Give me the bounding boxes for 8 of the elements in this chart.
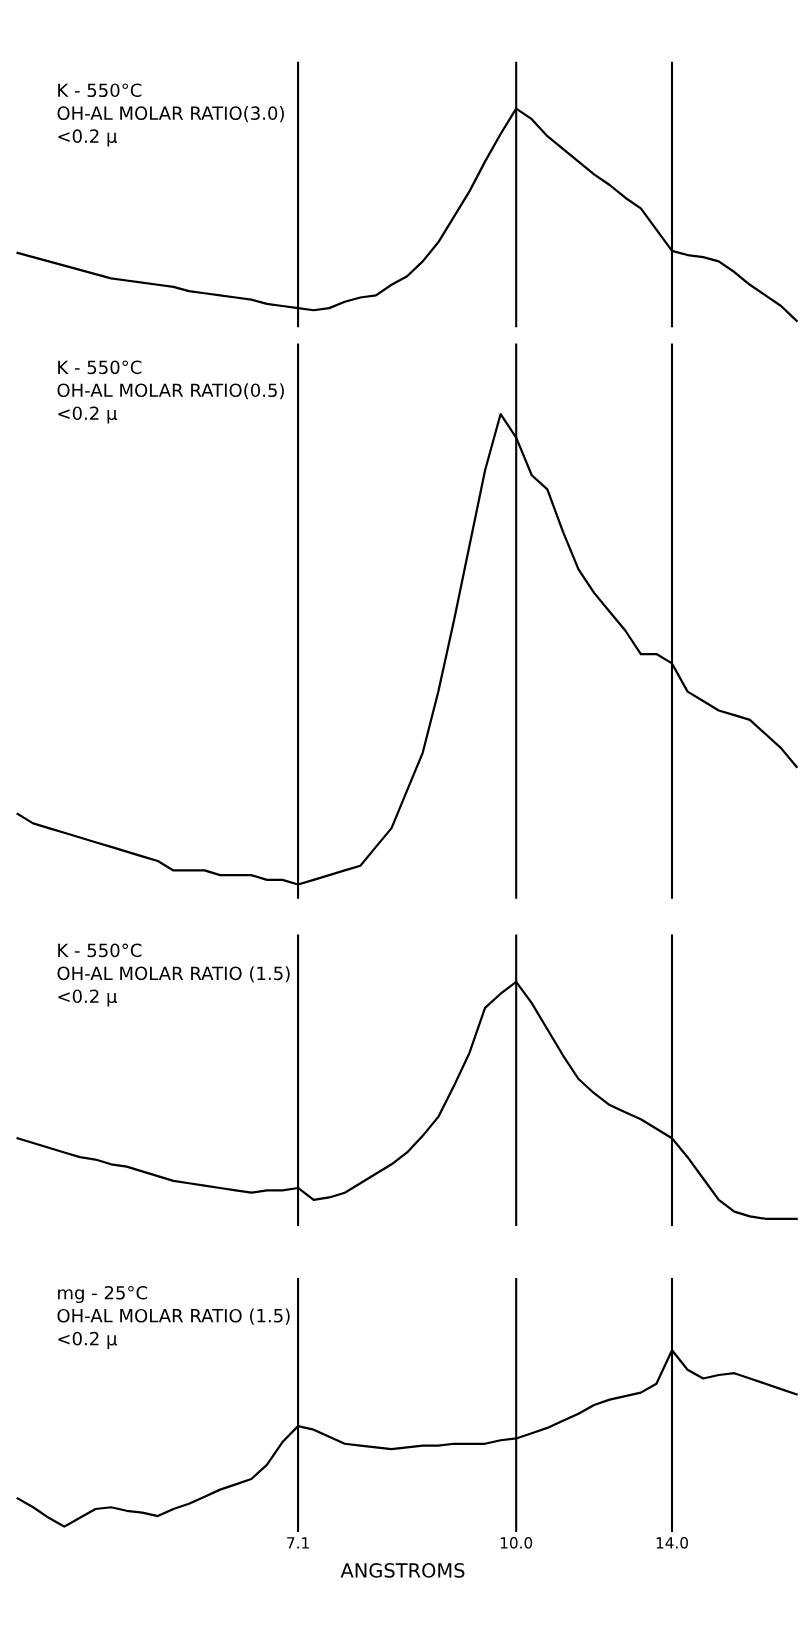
chart-title: K - 550°C OH-AL MOLAR RATIO (1.5) <0.2 μ: [57, 943, 290, 1007]
chart-title: mg - 25°C OH-AL MOLAR RATIO (1.5) <0.2 μ: [57, 1285, 290, 1349]
chart-title: K - 550°C OH-AL MOLAR RATIO(0.5) <0.2 μ: [57, 360, 284, 424]
x-tick-label: 7.1: [287, 1537, 309, 1549]
x-tick-label: 10.0: [500, 1537, 533, 1549]
chart-title: K - 550°C OH-AL MOLAR RATIO(3.0) <0.2 μ: [57, 83, 284, 147]
x-axis-title: ANGSTROMS: [340, 1563, 465, 1578]
x-tick-label: 14.0: [656, 1537, 688, 1549]
